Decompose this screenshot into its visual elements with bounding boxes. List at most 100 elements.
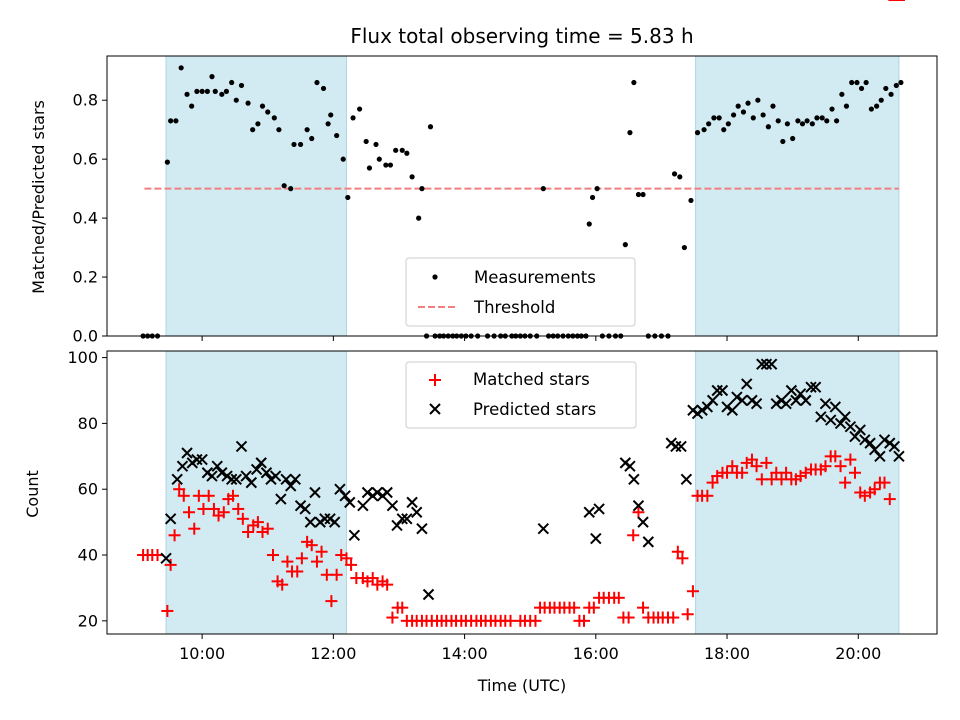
predicted-star-point: [304, 516, 317, 528]
bottom-y-tick-label-0: 20: [78, 611, 98, 630]
matched-star-point: [667, 611, 680, 624]
predicted-star-point: [859, 434, 871, 446]
top-y-tick-label-2: 0.4: [73, 209, 98, 228]
top-shaded-intervals: [165, 55, 900, 337]
predicted-star-point-b: [285, 480, 297, 492]
predicted-star-point-b: [637, 516, 649, 528]
measurement-point: [854, 79, 860, 86]
predicted-star-point-b: [711, 384, 723, 397]
predicted-star-point-b: [893, 450, 905, 463]
predicted-star-point: [834, 417, 847, 430]
matched-star-point: [226, 489, 239, 502]
matched-star-point: [386, 611, 399, 624]
predicted-star-point: [736, 394, 748, 407]
shaded-interval-bottom-0: [165, 350, 347, 635]
measurement-point: [366, 165, 373, 171]
x-tick-label-2: 14:00: [442, 644, 488, 663]
legend-matched-label: Matched stars: [473, 370, 590, 389]
matched-star-point: [295, 552, 308, 565]
measurement-point: [795, 118, 801, 124]
measurement-point: [716, 115, 722, 121]
bottom-y-axis-label: Count: [23, 470, 42, 518]
predicted-star-point-b: [339, 490, 351, 502]
predicted-star-point-b: [211, 460, 223, 472]
measurement-point: [858, 85, 865, 92]
predicted-star-point: [696, 404, 708, 416]
predicted-star-point: [593, 503, 605, 515]
predicted-star-point-b: [736, 394, 748, 407]
bottom-axes-frame: [106, 350, 938, 635]
predicted-star-point: [309, 486, 321, 499]
top-axes-frame: [106, 55, 938, 337]
predicted-star-point-b: [371, 486, 384, 499]
predicted-star-point-b: [176, 460, 189, 472]
predicted-star-point: [624, 460, 636, 472]
matched-star-point: [164, 558, 177, 571]
predicted-star-point: [825, 414, 837, 426]
measurement-point: [863, 79, 869, 86]
matched-star-point: [251, 516, 264, 529]
predicted-star-point-b: [829, 401, 842, 413]
predicted-star-point-b: [537, 522, 550, 535]
predicted-star-point: [716, 384, 729, 397]
matched-star-point: [868, 483, 881, 496]
matched-star-point: [726, 460, 739, 473]
predicted-star-point-b: [260, 467, 273, 479]
predicted-star-point: [176, 460, 189, 472]
predicted-star-point-b: [381, 486, 393, 499]
matched-star-point: [834, 460, 847, 473]
predicted-star-point-b: [765, 358, 778, 370]
matched-star-point: [612, 591, 625, 604]
predicted-star-point-b: [593, 503, 605, 515]
top-y-ticks: 0.0 0.2 0.4 0.6 0.8: [73, 91, 107, 346]
measurement-point: [223, 88, 230, 94]
measurement-point: [328, 112, 334, 118]
measurement-point: [824, 118, 830, 124]
predicted-star-point-b: [401, 513, 413, 525]
predicted-star-point-b: [191, 453, 203, 466]
predicted-star-point: [844, 420, 857, 433]
measurement-point: [688, 197, 694, 204]
top-y-tick-label-0: 0.0: [73, 327, 98, 346]
predicted-star-point: [164, 513, 177, 525]
measurement-point: [204, 88, 210, 94]
measurement-point: [238, 82, 245, 89]
x-tick-label-0: 10:00: [179, 644, 225, 663]
matched-star-point: [168, 529, 181, 542]
measurement-point: [419, 186, 425, 192]
predicted-star-point-b: [206, 470, 218, 482]
matched-star-point: [310, 555, 323, 568]
measurement-point: [194, 88, 200, 94]
matched-star-point: [276, 578, 289, 591]
measurement-point: [819, 115, 825, 121]
predicted-star-point-b: [410, 506, 423, 518]
predicted-star-point-b: [181, 447, 193, 459]
bottom-y-tick-label-3: 80: [78, 414, 98, 433]
predicted-star-point-b: [255, 457, 267, 469]
predicted-star-point: [756, 358, 768, 370]
matched-star-point: [627, 529, 640, 542]
bottom-legend: Matched stars Predicted stars: [405, 361, 637, 429]
matched-star-point: [878, 476, 891, 489]
matched-star-point: [637, 601, 650, 614]
predicted-star-point-b: [716, 384, 729, 397]
predicted-star-point-b: [225, 473, 238, 486]
measurement-point: [874, 103, 880, 109]
predicted-star-point-b: [624, 460, 636, 472]
measurement-point: [586, 221, 592, 227]
measurement-point: [814, 115, 820, 121]
predicted-star-point-b: [357, 499, 369, 512]
predicted-star-point: [171, 473, 183, 486]
predicted-star-point: [328, 516, 341, 528]
predicted-star-point-b: [780, 397, 792, 410]
predicted-star-point: [874, 450, 886, 463]
matched-star-point: [217, 506, 230, 519]
matched-star-point: [340, 552, 353, 565]
matched-star-point: [188, 522, 201, 535]
predicted-star-point: [829, 401, 842, 413]
bottom-y-tick-label-4: 100: [67, 348, 98, 367]
shaded-interval-top-0: [165, 55, 347, 337]
predicted-star-point: [371, 486, 384, 499]
legend-measurements-label: Measurements: [474, 268, 596, 287]
